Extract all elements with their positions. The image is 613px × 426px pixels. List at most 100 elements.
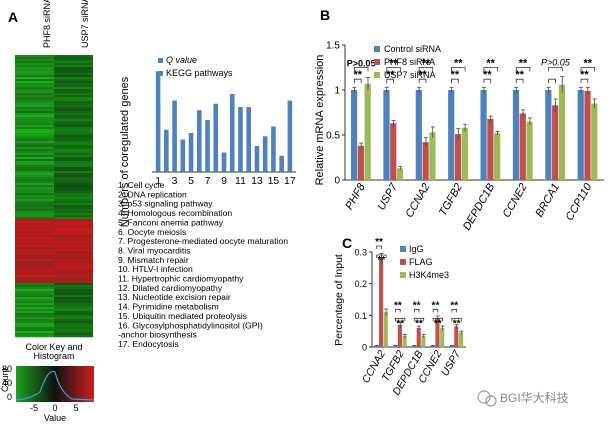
heatmap-col-label-1: PHF8 siRNA [42, 0, 52, 48]
heatmap-cell [54, 259, 93, 262]
heatmap-cell [54, 177, 93, 180]
heatmap-cell [54, 129, 93, 132]
heatmap-cell [54, 221, 93, 224]
heatmap-cell [54, 65, 93, 68]
heatmap-cell [15, 67, 54, 70]
heatmap-cell [54, 81, 93, 84]
heatmap-cell [15, 175, 54, 178]
bar-PHF8-siRNA-CCNE2 [519, 113, 526, 180]
heatmap-cell [54, 103, 93, 106]
heatmap-cell [15, 109, 54, 112]
significance-bracket [413, 317, 425, 322]
heatmap-cell [15, 217, 54, 220]
category-label: CCNE2 [501, 182, 530, 220]
significance-bracket [432, 317, 443, 322]
heatmap-cell [15, 319, 54, 322]
heatmap-cell [54, 251, 93, 254]
heatmap-cell [54, 249, 93, 252]
heatmap-cell [54, 153, 93, 156]
bar-PHF8-siRNA-PHF8 [357, 145, 364, 180]
a-bar-12 [246, 107, 252, 172]
bar-H3K4me3-CCNE2 [440, 328, 445, 347]
a-xtick-label: 15 [268, 175, 280, 187]
heatmap-cell [15, 85, 54, 88]
bar-IgG-CCNA2 [374, 345, 379, 347]
heatmap-cell [54, 223, 93, 226]
heatmap-cell [15, 297, 54, 300]
heatmap-cell [54, 285, 93, 288]
heatmap-cell [54, 333, 93, 336]
bar-Control-siRNA-CCNE2 [512, 90, 520, 180]
heatmap-cell [54, 93, 93, 96]
category-label: USP7 [439, 348, 464, 379]
heatmap-cell [15, 137, 54, 140]
category-label: TGFB2 [437, 182, 465, 219]
significance-label: ** [432, 300, 440, 311]
heatmap-cell [15, 111, 54, 114]
heatmap-cell [15, 243, 54, 246]
pathway-item: 6. Oocyte meiosis [118, 227, 186, 237]
heatmap-cell [54, 269, 93, 272]
bar-H3K4me3-CCNA2 [383, 312, 388, 347]
y-tick-label: 1.5 [326, 41, 340, 52]
pathway-item: 15. Ubiquitin mediated proteolysis [118, 311, 247, 321]
heatmap-cell [15, 219, 54, 222]
heatmap-cell [15, 99, 54, 102]
significance-bracket [451, 317, 462, 322]
heatmap-cell [15, 267, 54, 270]
bar-FLAG-DEPDC1B [416, 328, 421, 347]
y-tick-label: 0.5 [326, 131, 340, 142]
heatmap-cell [15, 133, 54, 136]
heatmap-cell [15, 335, 54, 338]
heatmap-cell [15, 147, 54, 150]
bar-USP7-siRNA-DEPDC1B [494, 133, 501, 180]
heatmap-cell [15, 227, 54, 230]
panel-label-a: A [8, 9, 18, 25]
heatmap-cell [54, 85, 93, 88]
heatmap-cell [15, 55, 54, 58]
bar-IgG-DEPDC1B [411, 345, 417, 347]
heatmap [15, 55, 93, 338]
a-bar-6 [196, 110, 202, 172]
heatmap-cell [54, 169, 93, 172]
significance-bracket [451, 67, 466, 72]
heatmap-cell [15, 95, 54, 98]
heatmap-cell [15, 127, 54, 130]
heatmap-cell [54, 309, 93, 312]
significance-label: ** [580, 69, 589, 81]
bar-Control-siRNA-CCNA2 [415, 90, 422, 180]
heatmap-cell [54, 181, 93, 184]
bar-H3K4me3-DEPDC1B [421, 335, 426, 347]
heatmap-cell [15, 135, 54, 138]
heatmap-cell [54, 173, 93, 176]
heatmap-cell [54, 227, 93, 230]
heatmap-cell [54, 57, 93, 60]
c-legend-swatch-h3k4me3 [400, 272, 406, 278]
heatmap-cell [54, 167, 93, 170]
heatmap-cell [54, 119, 93, 122]
heatmap-cell [15, 185, 54, 188]
heatmap-cell [54, 139, 93, 142]
a-legend-swatch-q [158, 58, 163, 63]
heatmap-cell [54, 55, 93, 58]
heatmap-cell [15, 81, 54, 84]
significance-bracket [418, 78, 427, 84]
heatmap-cell [15, 93, 54, 96]
a-bar-11 [238, 107, 243, 172]
significance-label: ** [422, 58, 431, 70]
heatmap-cell [54, 161, 93, 164]
heatmap-cell [15, 295, 54, 298]
a-xtick-label: 3 [172, 175, 178, 187]
heatmap-cell [54, 113, 93, 116]
heatmap-cell [54, 205, 93, 208]
heatmap-cell [15, 193, 54, 196]
significance-label: ** [451, 69, 460, 81]
b-bar-chart: 00.511.5PHF8P>0.05**USP7****CCNA2****TGF… [326, 41, 604, 233]
heatmap-cell [54, 123, 93, 126]
significance-bracket [451, 78, 459, 84]
heatmap-cell [54, 215, 93, 218]
heatmap-cell [15, 179, 54, 182]
heatmap-cell [15, 123, 54, 126]
heatmap-cell [54, 233, 93, 236]
heatmap-cell [54, 289, 93, 292]
